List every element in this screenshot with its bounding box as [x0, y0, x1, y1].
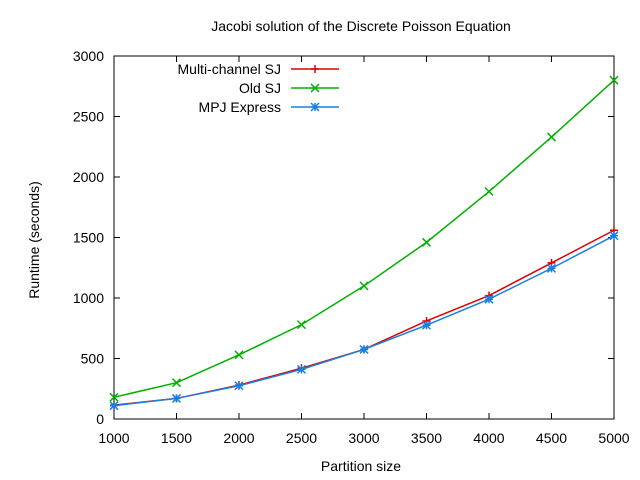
y-axis: 0 500 1000 1500 2000 2500 3000	[73, 48, 614, 427]
data-point	[234, 350, 244, 360]
chart-title: Jacobi solution of the Discrete Poisson …	[211, 18, 511, 34]
series-mpj-express	[109, 231, 619, 411]
plot-frame	[113, 55, 615, 420]
data-point	[109, 392, 119, 402]
x-tick-label: 4000	[473, 430, 504, 446]
data-point	[421, 320, 432, 330]
y-axis-label: Runtime (seconds)	[26, 181, 42, 299]
data-point	[484, 294, 494, 304]
data-point	[359, 344, 369, 354]
y-tick-label: 1000	[73, 290, 104, 306]
legend-label: Old SJ	[239, 80, 281, 96]
y-tick-label: 500	[81, 351, 105, 367]
data-point	[546, 263, 557, 273]
data-point	[609, 75, 619, 85]
data-point	[421, 237, 432, 247]
x-tick-label: 1500	[161, 430, 192, 446]
legend-label: Multi-channel SJ	[178, 61, 282, 77]
legend-marker	[310, 83, 320, 93]
data-point	[109, 401, 119, 411]
x-tick-label: 1000	[98, 430, 129, 446]
data-point	[296, 320, 307, 330]
x-tick-label: 2000	[223, 430, 254, 446]
data-point	[546, 132, 557, 142]
series-line	[113, 229, 615, 406]
x-tick-label: 3000	[348, 430, 379, 446]
series-line	[113, 235, 615, 407]
legend-label: MPJ Express	[199, 99, 281, 115]
x-axis: 1000 1500 2000 2500 3000 3500 4000 4500 5000	[98, 56, 630, 446]
x-tick-label: 3500	[411, 430, 442, 446]
data-point	[296, 364, 307, 374]
series-multi-channel-sj	[110, 226, 618, 410]
data-point	[234, 381, 244, 391]
x-axis-label: Partition size	[321, 458, 401, 474]
data-point	[171, 393, 182, 403]
series-old-sj	[109, 75, 619, 402]
x-tick-label: 4500	[536, 430, 567, 446]
data-point	[171, 378, 182, 388]
legend-marker	[311, 65, 319, 73]
data-point	[359, 281, 369, 291]
x-tick-label: 2500	[286, 430, 317, 446]
series-layer	[109, 75, 619, 411]
y-tick-label: 1500	[73, 230, 104, 246]
legend: Multi-channel SJ Old SJ MPJ Express	[178, 61, 339, 115]
y-tick-label: 0	[96, 411, 104, 427]
y-tick-label: 2500	[73, 109, 104, 125]
y-tick-label: 2000	[73, 169, 104, 185]
data-point	[484, 186, 494, 197]
data-point	[609, 231, 619, 241]
y-tick-label: 3000	[73, 48, 104, 64]
legend-marker	[310, 102, 320, 112]
x-tick-label: 5000	[598, 430, 629, 446]
